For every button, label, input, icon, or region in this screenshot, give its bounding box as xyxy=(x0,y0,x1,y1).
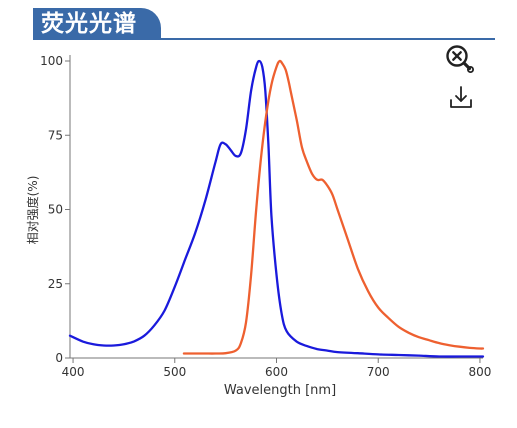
y-tick-label: 25 xyxy=(48,277,63,291)
header-divider xyxy=(33,38,495,40)
zoom-reset-button[interactable] xyxy=(445,44,475,74)
y-tick-label: 100 xyxy=(40,54,63,68)
x-tick-label: 500 xyxy=(163,365,186,379)
x-axis-title: Wavelength [nm] xyxy=(224,383,336,398)
x-tick-label: 800 xyxy=(468,365,491,379)
chart-axes xyxy=(69,55,483,359)
series-layer xyxy=(68,59,485,358)
y-tick-label: 0 xyxy=(55,351,63,365)
x-tick-label: 600 xyxy=(265,365,288,379)
section-title: 荧光光谱 xyxy=(41,11,137,37)
y-tick-label: 75 xyxy=(48,128,63,142)
x-axis-ticks: 400 500 600 700 800 xyxy=(62,358,491,379)
series-line-1 xyxy=(68,59,485,358)
y-axis-title: 相对强度(%) xyxy=(25,176,40,245)
y-tick-label: 50 xyxy=(48,203,63,217)
x-tick-label: 400 xyxy=(62,365,85,379)
download-icon xyxy=(450,86,472,108)
download-button[interactable] xyxy=(447,84,477,114)
header-tab xyxy=(33,8,161,40)
series-line-2 xyxy=(182,59,485,355)
y-axis-ticks: 0 25 50 75 100 xyxy=(40,54,70,365)
x-tick-label: 700 xyxy=(367,365,390,379)
zoom-reset-icon xyxy=(446,45,474,73)
